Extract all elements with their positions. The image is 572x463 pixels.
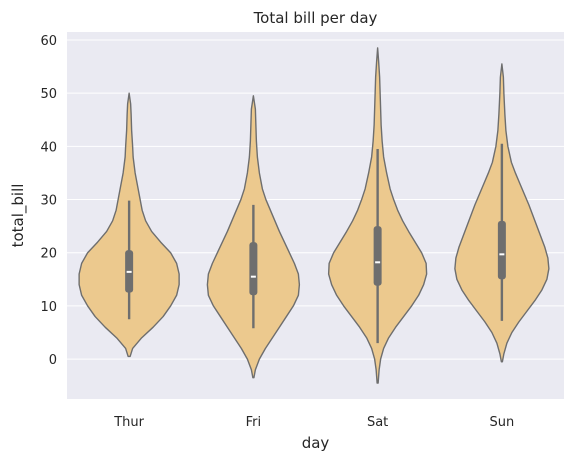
y-tick-label: 20 [40,247,57,262]
y-tick-label: 50 [40,87,57,102]
violin-iqr-box [497,220,506,280]
violin-fri [206,95,301,379]
x-axis-label: day [302,434,330,452]
violin-iqr-box [373,226,382,286]
x-tick-label-sun: Sun [490,415,515,430]
y-tick-labels: 0 10 20 30 40 50 60 [40,34,57,368]
x-tick-label-sat: Sat [367,415,388,430]
y-tick-label: 0 [49,353,57,368]
y-tick-label: 60 [40,34,57,49]
y-tick-label: 40 [40,140,57,155]
y-tick-label: 10 [40,300,57,315]
y-axis-label: total_bill [9,184,28,248]
violin-sat [327,47,428,384]
x-tick-labels: Thur Fri Sat Sun [113,415,514,430]
violin-thur [78,92,180,358]
chart-title: Total bill per day [253,9,378,27]
y-tick-label: 30 [40,194,57,209]
violin-sun [454,63,550,363]
violin-iqr-box [249,242,258,296]
violins-layer [78,47,550,384]
x-tick-label-thur: Thur [113,415,144,430]
x-tick-label-fri: Fri [246,415,262,430]
